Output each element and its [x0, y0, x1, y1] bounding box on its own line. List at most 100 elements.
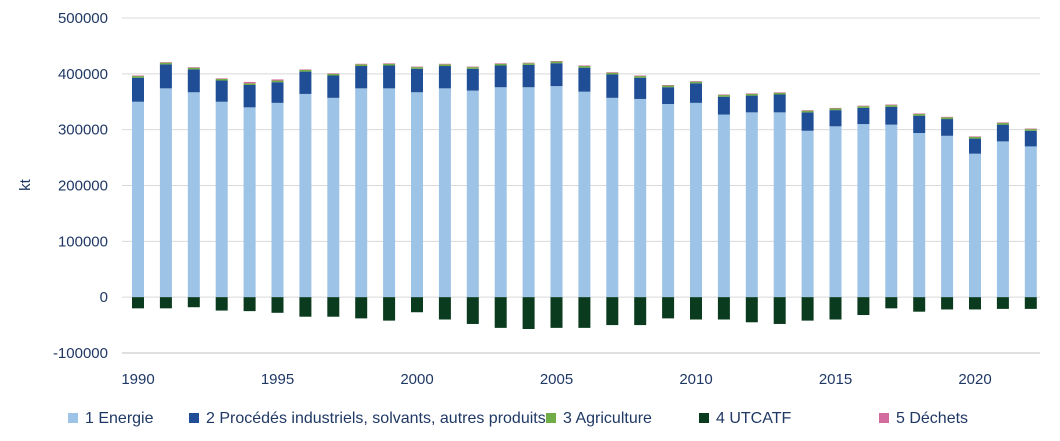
legend-label: 2 Procédés industriels, solvants, autres…	[206, 410, 546, 427]
bar-segment	[187, 92, 200, 298]
bar-segment	[885, 124, 898, 298]
bar-segment	[438, 297, 451, 320]
bar-segment	[969, 297, 981, 310]
bar-segment	[578, 67, 591, 92]
bar-segment	[745, 93, 758, 94]
y-tick-label: 0	[100, 289, 108, 306]
bar-segment	[996, 141, 1009, 298]
bar-segment	[801, 297, 814, 321]
bar-segment	[466, 67, 479, 69]
bar-segment	[243, 85, 256, 108]
bar-segment	[466, 90, 479, 298]
bar-segment	[327, 97, 340, 298]
bar-segment	[271, 102, 284, 298]
bar-segment	[271, 79, 284, 81]
bar-segment	[1024, 130, 1037, 147]
bar-segment	[829, 297, 842, 320]
bar-segment	[550, 61, 563, 64]
bar-segment	[634, 75, 647, 77]
bar-segment	[578, 91, 591, 298]
bar-segment	[187, 297, 200, 308]
bar-segment	[187, 67, 200, 68]
bar-segment	[550, 60, 563, 62]
bar-segment	[941, 119, 954, 136]
bar-segment	[355, 297, 368, 319]
bar-segment	[411, 66, 423, 68]
bar-segment	[383, 63, 396, 66]
bar-segment	[215, 101, 228, 298]
bar-segment	[606, 297, 619, 326]
bar-segment	[522, 64, 535, 88]
bar-segment	[913, 115, 926, 134]
bar-segment	[941, 135, 954, 298]
bar-segment	[773, 92, 786, 95]
bar-segment	[411, 297, 423, 313]
bar-segment	[494, 87, 507, 298]
bar-segment	[299, 69, 312, 70]
bar-segment	[578, 66, 591, 68]
bar-segment	[522, 63, 535, 65]
bar-segment	[717, 297, 730, 320]
bar-segment	[913, 297, 926, 312]
bar-segment	[411, 67, 423, 69]
bar-segment	[941, 116, 954, 118]
bar-segment	[913, 133, 926, 298]
bar-segment	[773, 92, 786, 93]
bar-segment	[717, 94, 730, 96]
bar-segment	[215, 78, 228, 81]
bar-segment	[215, 78, 228, 79]
bar-segment	[271, 297, 284, 313]
x-tick-label: 2000	[400, 371, 433, 388]
bar-segment	[885, 106, 898, 125]
bar-segment	[634, 77, 647, 99]
bar-segment	[215, 297, 228, 311]
y-tick-label: 100000	[58, 233, 108, 250]
x-tick-label: 1990	[121, 371, 154, 388]
x-tick-label: 2020	[958, 371, 991, 388]
bar-segment	[494, 297, 507, 328]
bar-segment	[299, 93, 312, 298]
bar-segment	[383, 88, 396, 298]
bar-segment	[857, 105, 870, 107]
bar-segment	[690, 81, 702, 82]
bar-segment	[690, 83, 702, 103]
bar-segment	[941, 117, 954, 120]
bar-segment	[885, 104, 898, 106]
bar-segment	[355, 66, 368, 89]
bar-segment	[159, 62, 172, 65]
bar-segment	[132, 75, 144, 77]
bar-segment	[773, 297, 786, 324]
bar-segment	[550, 297, 563, 328]
bar-segment	[355, 88, 368, 298]
bar-segment	[327, 73, 340, 76]
bar-segment	[996, 124, 1009, 142]
bar-segment	[494, 63, 507, 64]
bar-segment	[327, 73, 340, 74]
bar-segment	[606, 74, 619, 98]
bar-segment	[411, 92, 423, 298]
bar-segment	[857, 107, 870, 125]
bar-segment	[662, 103, 675, 298]
bar-segment	[745, 93, 758, 96]
bar-segment	[857, 106, 870, 108]
bar-segment	[717, 114, 730, 298]
bar-segment	[466, 68, 479, 91]
bar-segment	[801, 110, 814, 111]
bar-segment	[969, 153, 981, 298]
bar-segment	[773, 112, 786, 298]
bar-segment	[438, 64, 451, 67]
bar-segment	[1024, 297, 1037, 309]
bar-segment	[383, 297, 396, 321]
bar-segment	[578, 65, 591, 67]
bar-segment	[885, 105, 898, 107]
legend-swatch	[546, 413, 556, 423]
bar-segment	[606, 72, 619, 73]
x-tick-label: 1995	[261, 371, 294, 388]
bar-segment	[885, 297, 898, 309]
bar-segment	[996, 122, 1009, 123]
bar-segment	[634, 98, 647, 298]
bar-segment	[494, 65, 507, 88]
bar-segment	[299, 71, 312, 94]
bar-segment	[132, 297, 144, 309]
bar-segment	[355, 64, 368, 67]
